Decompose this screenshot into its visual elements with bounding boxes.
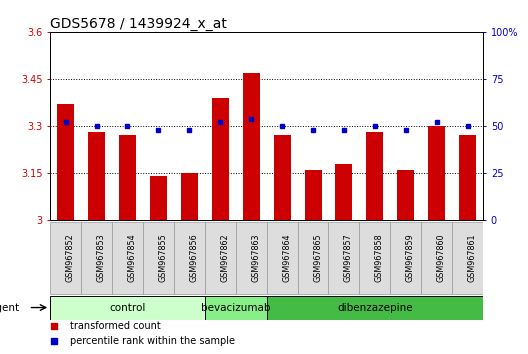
Bar: [366, 132, 383, 220]
Bar: [143, 222, 174, 294]
Bar: [360, 222, 390, 294]
Bar: [335, 164, 353, 220]
Bar: [452, 222, 483, 294]
Text: GSM967854: GSM967854: [127, 234, 136, 282]
Bar: [174, 222, 205, 294]
Bar: [390, 222, 421, 294]
Bar: [421, 222, 452, 294]
Bar: [50, 222, 81, 294]
Text: percentile rank within the sample: percentile rank within the sample: [70, 336, 234, 346]
Bar: [298, 222, 328, 294]
Text: GSM967861: GSM967861: [468, 234, 477, 282]
Text: dibenzazepine: dibenzazepine: [337, 303, 413, 313]
Text: GSM967853: GSM967853: [97, 234, 106, 282]
Bar: [274, 136, 290, 220]
Bar: [205, 296, 267, 320]
Bar: [459, 136, 476, 220]
Bar: [267, 296, 483, 320]
Text: GSM967859: GSM967859: [406, 234, 415, 282]
Bar: [119, 136, 136, 220]
Bar: [205, 222, 235, 294]
Bar: [181, 173, 198, 220]
Text: bevacizumab: bevacizumab: [201, 303, 270, 313]
Bar: [235, 222, 267, 294]
Bar: [243, 73, 260, 220]
Text: transformed count: transformed count: [70, 321, 161, 331]
Bar: [57, 104, 74, 220]
Bar: [305, 170, 322, 220]
Bar: [150, 176, 167, 220]
Bar: [328, 222, 360, 294]
Text: GSM967860: GSM967860: [437, 234, 446, 282]
Text: GSM967855: GSM967855: [158, 234, 167, 282]
Bar: [50, 296, 205, 320]
Text: agent: agent: [0, 303, 20, 313]
Bar: [428, 126, 445, 220]
Text: control: control: [109, 303, 146, 313]
Text: GSM967863: GSM967863: [251, 234, 260, 282]
Bar: [112, 222, 143, 294]
Text: GSM967862: GSM967862: [220, 234, 229, 282]
Text: GSM967852: GSM967852: [65, 234, 74, 282]
Text: GSM967856: GSM967856: [190, 234, 199, 282]
Text: GSM967865: GSM967865: [313, 234, 322, 282]
Bar: [81, 222, 112, 294]
Bar: [88, 132, 105, 220]
Text: GSM967858: GSM967858: [375, 234, 384, 282]
Text: GSM967864: GSM967864: [282, 234, 291, 282]
Bar: [212, 98, 229, 220]
Bar: [397, 170, 414, 220]
Bar: [267, 222, 298, 294]
Text: GSM967857: GSM967857: [344, 234, 353, 282]
Text: GDS5678 / 1439924_x_at: GDS5678 / 1439924_x_at: [50, 17, 227, 31]
